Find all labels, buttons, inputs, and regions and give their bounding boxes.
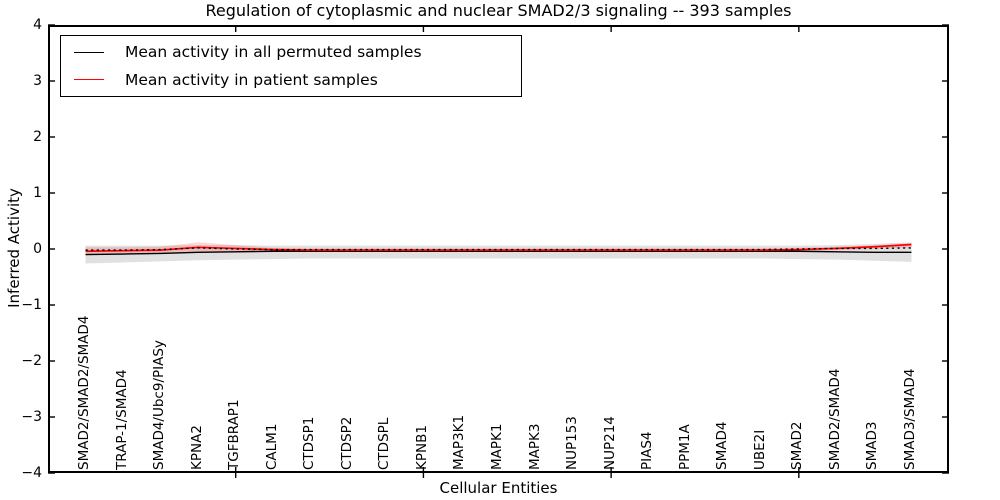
x-category-label: SMAD3/SMAD4 <box>901 368 918 470</box>
band-permuted <box>85 242 912 264</box>
y-tick-label: 0 <box>33 241 42 257</box>
y-tick-label: 2 <box>33 129 42 145</box>
x-category-label: SMAD2 <box>789 421 806 470</box>
axes-frame <box>48 25 949 473</box>
x-category-label: MAPK3 <box>526 423 543 470</box>
x-category-label: CTDSP1 <box>301 416 318 470</box>
x-category-label: SMAD2/SMAD2/SMAD4 <box>76 315 93 470</box>
x-category-label: SMAD4/Ubc9/PIASy <box>151 340 168 470</box>
legend-label: Mean activity in all permuted samples <box>125 43 422 62</box>
legend-item-permuted: Mean activity in all permuted samples <box>61 39 521 65</box>
x-category-label: NUP153 <box>564 416 581 470</box>
legend-line-sample-black <box>74 51 104 53</box>
y-tick-label: 3 <box>33 73 42 89</box>
chart-title: Regulation of cytoplasmic and nuclear SM… <box>205 1 792 20</box>
x-category-label: TRAP-1/SMAD4 <box>113 369 130 470</box>
x-category-label: NUP214 <box>601 416 618 470</box>
x-category-label: PPM1A <box>676 424 693 470</box>
legend-label: Mean activity in patient samples <box>125 70 378 89</box>
series-line-mean-activity-in-all-permuted-samples <box>85 250 912 256</box>
x-category-label: TGFBRAP1 <box>226 399 243 470</box>
y-tick-label: 1 <box>33 185 42 201</box>
y-tick-label: −1 <box>21 297 42 313</box>
x-category-label: KPNA2 <box>188 425 205 470</box>
y-tick-label: 4 <box>33 17 42 33</box>
x-category-label: UBE2I <box>751 429 768 470</box>
y-tick-label: −4 <box>21 465 42 481</box>
x-category-label: MAPK1 <box>489 423 505 470</box>
series-line-mean-activity-in-patient-samples <box>85 243 912 253</box>
x-category-label: SMAD3 <box>864 421 881 470</box>
legend-item-patient: Mean activity in patient samples <box>61 67 521 93</box>
legend: Mean activity in all permuted samples Me… <box>60 35 522 97</box>
x-category-label: SMAD4 <box>714 421 731 470</box>
y-tick-label: −2 <box>21 353 42 369</box>
x-category-label: SMAD2/SMAD4 <box>826 368 843 470</box>
x-category-label: CTDSPL <box>376 417 393 470</box>
x-category-label: KPNB1 <box>413 425 430 470</box>
x-category-label: CALM1 <box>263 423 280 470</box>
x-axis-label: Cellular Entities <box>439 479 558 497</box>
y-tick-label: −3 <box>21 409 42 425</box>
x-category-label: CTDSP2 <box>338 416 355 470</box>
x-category-label: PIAS4 <box>639 431 656 470</box>
x-category-label: MAP3K1 <box>451 414 468 470</box>
legend-line-sample-red <box>74 79 104 81</box>
